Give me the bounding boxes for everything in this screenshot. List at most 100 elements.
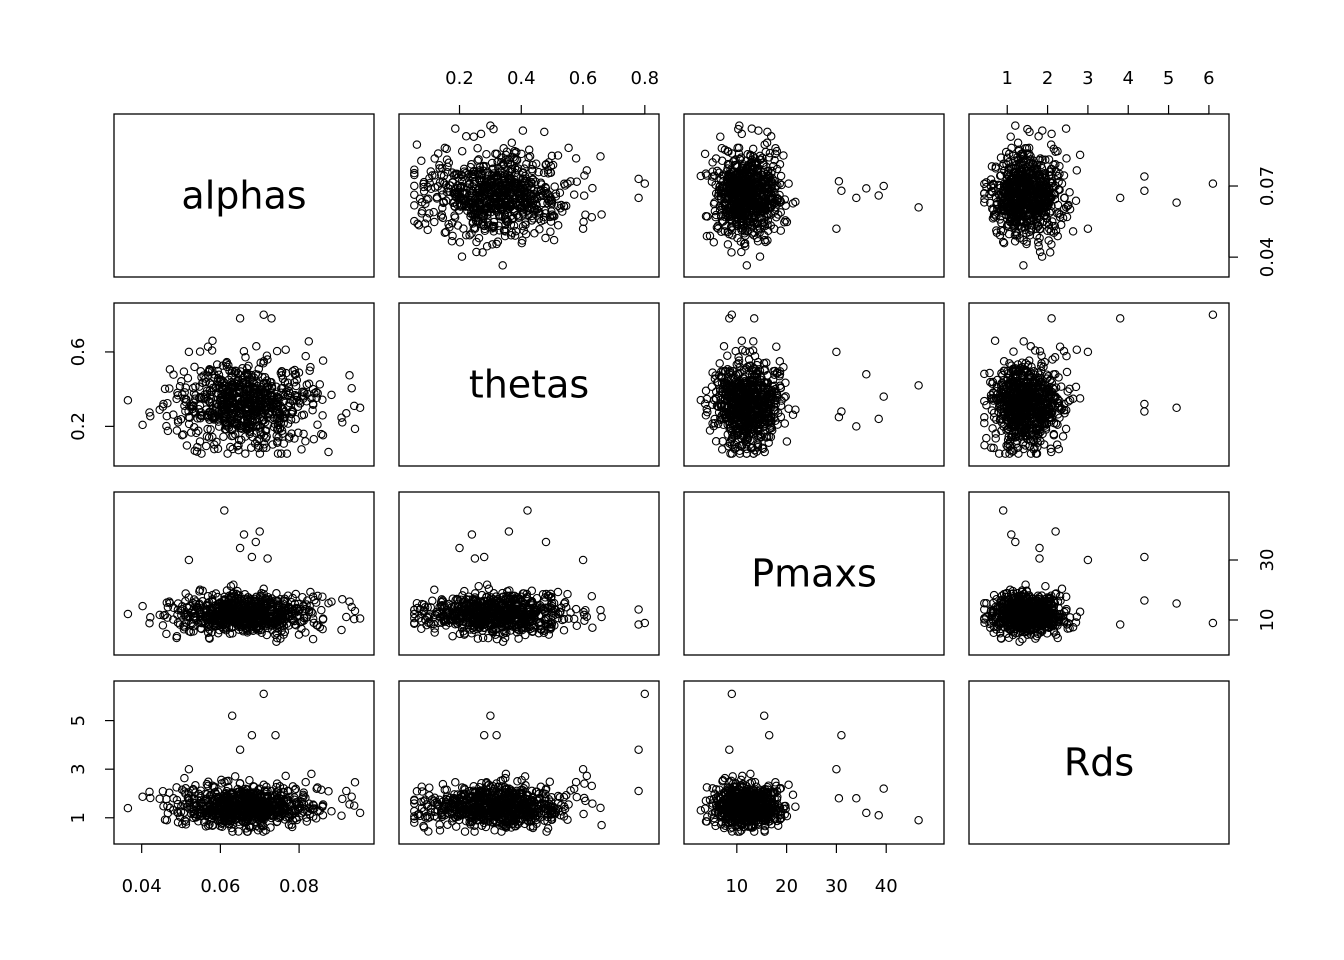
data-point xyxy=(776,171,786,181)
data-point xyxy=(1059,193,1069,203)
data-point xyxy=(510,175,519,184)
data-point xyxy=(737,247,746,257)
data-point xyxy=(1115,193,1125,203)
data-point xyxy=(531,159,541,168)
data-point xyxy=(564,143,573,153)
data-point xyxy=(1208,179,1218,188)
data-point xyxy=(634,174,643,184)
data-point xyxy=(500,231,510,241)
data-point xyxy=(1019,261,1028,270)
data-point xyxy=(461,132,471,141)
data-point xyxy=(498,261,507,270)
data-point xyxy=(755,252,765,261)
data-point xyxy=(556,203,565,213)
data-point xyxy=(1026,342,1036,351)
data-point xyxy=(454,173,463,182)
data-point xyxy=(410,181,419,191)
data-point xyxy=(788,199,798,208)
data-point xyxy=(437,163,447,173)
data-point xyxy=(337,413,346,422)
data-point xyxy=(497,158,506,167)
data-point xyxy=(550,182,559,191)
data-point xyxy=(747,124,757,133)
data-point xyxy=(540,206,550,215)
data-point xyxy=(482,242,492,251)
data-point xyxy=(281,345,290,354)
data-point xyxy=(525,152,535,161)
data-point xyxy=(491,199,501,208)
data-point xyxy=(313,420,322,429)
data-point xyxy=(772,342,781,351)
data-point xyxy=(447,218,457,228)
data-point xyxy=(1058,432,1068,441)
data-point xyxy=(448,231,457,241)
data-point xyxy=(267,314,276,323)
data-point xyxy=(440,228,450,237)
data-point xyxy=(1062,154,1071,163)
data-point xyxy=(879,181,888,191)
data-point xyxy=(478,248,487,257)
data-point xyxy=(581,210,590,219)
data-point xyxy=(571,154,581,163)
data-point xyxy=(982,433,991,443)
data-point xyxy=(481,162,491,171)
data-point xyxy=(1172,403,1181,413)
data-point xyxy=(879,392,888,401)
data-point xyxy=(435,164,444,173)
data-point xyxy=(442,187,452,197)
data-point xyxy=(560,181,570,190)
data-point xyxy=(347,383,356,393)
data-point xyxy=(503,159,512,168)
data-point xyxy=(530,229,539,238)
data-point xyxy=(980,369,989,379)
data-point xyxy=(715,359,724,368)
data-point xyxy=(138,420,147,430)
data-point xyxy=(324,447,333,457)
data-point xyxy=(259,310,268,319)
data-point xyxy=(914,203,923,212)
data-point xyxy=(467,191,477,200)
data-point xyxy=(496,212,505,221)
data-point xyxy=(479,186,489,196)
data-point xyxy=(413,219,422,229)
data-point xyxy=(1083,224,1093,233)
data-point xyxy=(304,337,314,346)
data-point xyxy=(162,421,171,431)
data-point xyxy=(1061,424,1071,434)
data-point xyxy=(520,180,529,190)
data-point xyxy=(410,168,419,178)
data-point xyxy=(1140,399,1149,409)
data-point xyxy=(561,201,571,211)
data-point xyxy=(461,202,470,211)
data-point xyxy=(834,177,844,186)
data-point xyxy=(532,205,542,214)
data-point xyxy=(531,177,540,186)
data-point xyxy=(541,184,551,193)
data-point xyxy=(165,365,175,374)
data-point xyxy=(852,422,861,431)
data-point xyxy=(541,233,550,243)
data-point xyxy=(163,426,173,436)
data-point xyxy=(532,204,541,214)
data-point xyxy=(1208,310,1218,319)
data-point xyxy=(782,437,792,446)
panel-frame xyxy=(683,113,945,278)
data-point xyxy=(553,221,563,230)
data-point xyxy=(315,380,325,389)
data-point xyxy=(507,138,517,148)
data-point xyxy=(524,145,534,155)
data-point xyxy=(454,206,464,215)
data-point xyxy=(442,155,452,164)
data-point xyxy=(327,390,336,400)
data-point xyxy=(183,373,193,383)
data-point xyxy=(350,424,360,434)
data-point xyxy=(832,347,841,357)
data-point xyxy=(457,146,467,156)
data-point xyxy=(528,166,537,176)
data-point xyxy=(422,214,432,223)
data-point xyxy=(1019,337,1028,346)
data-point xyxy=(345,371,354,380)
data-point xyxy=(482,199,491,208)
data-point xyxy=(507,199,516,208)
